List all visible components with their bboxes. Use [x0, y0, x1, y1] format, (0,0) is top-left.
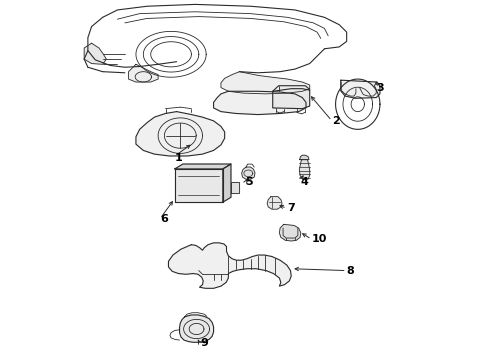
Polygon shape [136, 112, 225, 156]
Polygon shape [214, 91, 306, 114]
Text: 7: 7 [288, 203, 295, 213]
Text: 4: 4 [300, 177, 308, 187]
Polygon shape [231, 182, 239, 193]
Text: 9: 9 [200, 338, 209, 348]
Polygon shape [267, 197, 282, 209]
Polygon shape [179, 315, 214, 342]
Text: 10: 10 [312, 234, 327, 244]
Polygon shape [221, 72, 310, 94]
Polygon shape [223, 164, 231, 202]
Polygon shape [128, 64, 158, 82]
Text: 2: 2 [332, 116, 340, 126]
Polygon shape [84, 43, 106, 64]
Text: 8: 8 [346, 266, 354, 275]
Polygon shape [300, 155, 309, 160]
Polygon shape [279, 224, 301, 241]
Polygon shape [169, 243, 291, 288]
Polygon shape [242, 167, 255, 179]
Polygon shape [175, 169, 223, 202]
Polygon shape [341, 80, 380, 98]
Text: 6: 6 [160, 214, 168, 224]
Polygon shape [175, 164, 231, 169]
Text: 5: 5 [245, 177, 253, 187]
Text: 3: 3 [376, 82, 384, 93]
Text: 1: 1 [175, 153, 182, 163]
Polygon shape [299, 160, 310, 180]
Polygon shape [273, 89, 310, 109]
